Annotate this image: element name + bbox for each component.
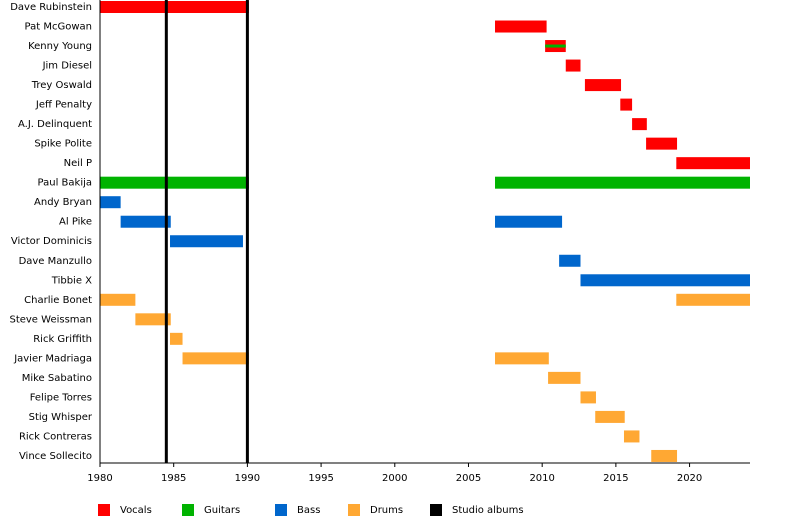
bar — [545, 44, 566, 48]
legend-label: Drums — [370, 505, 403, 516]
bar — [676, 293, 750, 306]
bar — [170, 235, 243, 248]
bar — [182, 352, 249, 365]
legend-swatch — [430, 504, 442, 516]
bar — [495, 215, 563, 228]
legend-label: Bass — [297, 505, 320, 516]
row-label: A.J. Delinquent — [18, 119, 92, 130]
row-label: Charlie Bonet — [24, 295, 92, 306]
row-label: Javier Madriaga — [13, 353, 92, 364]
bar — [100, 176, 249, 189]
row-label: Pat McGowan — [25, 22, 92, 33]
legend-swatch — [182, 504, 194, 516]
bar — [495, 176, 750, 189]
row-label: Stig Whisper — [29, 412, 93, 423]
bar — [580, 391, 596, 404]
x-tick-label: 2010 — [529, 473, 554, 484]
x-tick-label: 1980 — [87, 473, 112, 484]
row-label: Dave Manzullo — [19, 256, 92, 267]
bar — [495, 20, 547, 33]
row-label: Paul Bakija — [38, 178, 92, 189]
row-label: Neil P — [64, 158, 92, 169]
bar — [495, 352, 549, 365]
legend-swatch — [275, 504, 287, 516]
bar — [676, 157, 750, 170]
bar — [120, 215, 171, 228]
bar — [651, 449, 678, 462]
legend-label: Vocals — [120, 505, 152, 516]
legend-label: Guitars — [204, 505, 240, 516]
x-tick-label: 2015 — [603, 473, 628, 484]
bar — [100, 196, 121, 209]
row-label: Steve Weissman — [9, 314, 92, 325]
row-label: Felipe Torres — [30, 392, 92, 403]
bar — [170, 332, 183, 345]
bar — [584, 79, 622, 92]
x-tick-label: 2005 — [456, 473, 481, 484]
row-label: Trey Oswald — [31, 80, 92, 91]
row-label: Vince Sollecito — [19, 451, 92, 462]
row-label: Kenny Young — [28, 41, 92, 52]
x-tick-label: 1985 — [161, 473, 186, 484]
bar — [595, 410, 625, 423]
bar — [559, 254, 581, 267]
bar — [632, 118, 647, 131]
bar — [580, 274, 750, 287]
bar — [646, 137, 678, 150]
bar — [620, 98, 633, 111]
legend-swatch — [98, 504, 110, 516]
row-label: Spike Polite — [34, 139, 92, 150]
row-label: Dave Rubinstein — [10, 2, 92, 13]
x-tick-label: 1995 — [308, 473, 333, 484]
legend-swatch — [348, 504, 360, 516]
row-label: Victor Dominicis — [11, 236, 92, 247]
bar — [100, 1, 249, 13]
row-label: Jim Diesel — [42, 61, 92, 72]
row-label: Mike Sabatino — [22, 373, 92, 384]
x-tick-label: 1990 — [235, 473, 260, 484]
row-label: Rick Griffith — [33, 334, 92, 345]
row-label: Tibbie X — [51, 275, 92, 286]
row-label: Rick Contreras — [19, 431, 92, 442]
row-label: Andy Bryan — [34, 197, 92, 208]
row-label: Al Pike — [59, 217, 92, 228]
legend-label: Studio albums — [452, 505, 524, 516]
row-label: Jeff Penalty — [35, 100, 92, 111]
bar — [135, 313, 171, 326]
x-tick-label: 2020 — [677, 473, 702, 484]
bar — [565, 59, 581, 72]
bar — [623, 430, 640, 443]
bar — [548, 371, 581, 384]
bar — [100, 293, 136, 306]
x-tick-label: 2000 — [382, 473, 407, 484]
